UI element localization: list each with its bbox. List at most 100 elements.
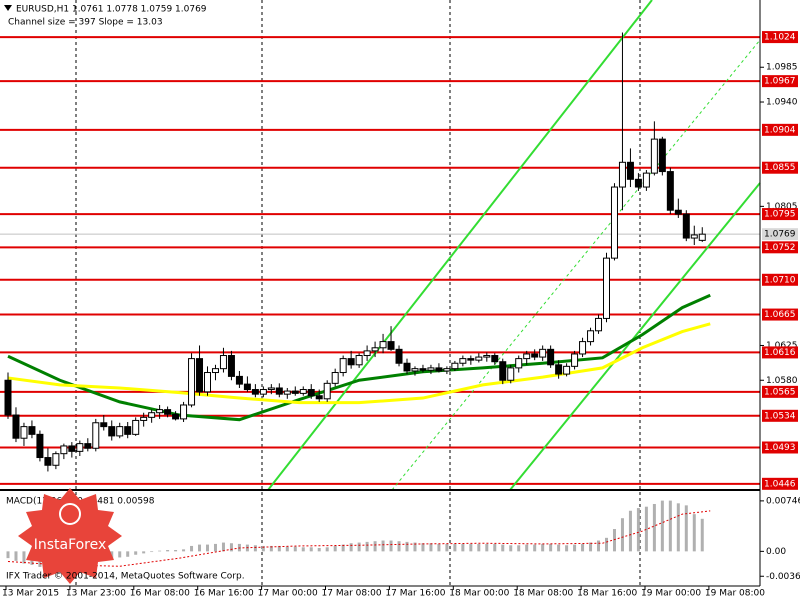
macd-bar <box>589 542 593 552</box>
candle-body <box>275 387 283 395</box>
collapse-icon[interactable] <box>4 5 12 11</box>
candle-body <box>307 389 315 397</box>
candle-body <box>323 382 331 400</box>
macd-bar <box>301 547 305 552</box>
candle-body <box>60 445 68 455</box>
candle-body <box>180 404 188 420</box>
candle-body <box>451 362 459 370</box>
candle-body <box>140 416 148 421</box>
macd-bar <box>501 544 505 552</box>
macd-bar <box>477 543 481 552</box>
plot <box>4 32 711 570</box>
candle-body <box>427 367 435 371</box>
candle-body <box>690 234 698 239</box>
level-tag <box>762 31 798 44</box>
candle-body <box>475 356 483 361</box>
macd-bar <box>221 542 225 552</box>
macd-bar <box>581 543 585 552</box>
macd-bar <box>341 544 345 552</box>
candle-body <box>650 138 658 174</box>
level-label: 1.0710 <box>764 275 796 285</box>
macd-bar <box>333 545 337 552</box>
vertical-grid <box>75 0 641 586</box>
level-label: 1.0493 <box>764 443 796 453</box>
macd-bar <box>381 540 385 552</box>
candle-body <box>531 353 539 358</box>
symbol-header: EURUSD,H1 1.0761 1.0778 1.0759 1.0769 <box>16 5 207 15</box>
candle-body <box>499 361 507 381</box>
candle-body <box>188 358 196 406</box>
candle-body <box>443 368 451 372</box>
candle-body <box>84 443 92 449</box>
channel-line <box>509 182 761 491</box>
channel-line <box>267 0 653 491</box>
macd-bar <box>549 543 553 552</box>
macd-bar <box>365 541 369 552</box>
macd-bar <box>150 551 154 553</box>
candle-body <box>419 368 427 371</box>
x-tick-label: 13 Mar 2015 <box>2 589 59 599</box>
level-label: 1.0855 <box>764 163 796 173</box>
macd-bar <box>445 543 449 552</box>
candle-body <box>379 341 387 349</box>
candle-body <box>674 209 682 215</box>
logo-text: InstaForex <box>34 537 107 553</box>
candle-body <box>587 330 595 343</box>
macd-bar <box>269 545 273 552</box>
candle-body <box>164 409 172 415</box>
macd-bar <box>644 506 648 552</box>
candle-body <box>610 186 618 259</box>
macd-bar <box>493 543 497 552</box>
candle-body <box>698 233 706 241</box>
candle-body <box>634 178 642 188</box>
macd-bar <box>573 544 577 552</box>
candle-body <box>347 358 355 366</box>
candle-body <box>523 353 531 360</box>
macd-bar <box>174 550 178 552</box>
macd-bar <box>684 505 688 552</box>
macd-bar <box>22 551 26 564</box>
logo-badge <box>18 488 122 584</box>
level-label: 1.1024 <box>764 33 796 43</box>
candle-body <box>299 389 307 394</box>
macd-bar <box>652 503 656 552</box>
macd-bar <box>198 544 202 552</box>
macd-bar <box>453 543 457 552</box>
candle-body <box>571 353 579 367</box>
macd-bar <box>317 547 321 552</box>
candle-body <box>483 355 491 358</box>
candle-body <box>259 389 267 395</box>
macd-bar <box>389 540 393 552</box>
macd-bar <box>158 550 162 552</box>
x-tick-label: 17 Mar 08:00 <box>322 589 382 599</box>
x-tick-label: 19 Mar 00:00 <box>641 589 701 599</box>
candle-body <box>682 213 690 239</box>
macd-bar <box>325 547 329 552</box>
x-tick-label: 19 Mar 08:00 <box>705 589 765 599</box>
macd-bar <box>405 541 409 552</box>
candle-body <box>196 358 204 393</box>
candle-body <box>235 375 243 385</box>
level-label: 1.0967 <box>764 77 796 87</box>
macd-bar <box>413 542 417 552</box>
macd-bar <box>293 546 297 552</box>
level-label: 1.0565 <box>764 387 796 397</box>
current-price-label: 1.0769 <box>764 230 796 240</box>
level-tag <box>762 441 798 454</box>
macd-bar <box>485 543 489 552</box>
macd-bar <box>628 510 632 552</box>
macd-bar <box>541 543 545 552</box>
level-tag <box>762 161 798 174</box>
candle-body <box>355 355 363 366</box>
macd-tick-label: 0.00746 <box>766 496 800 506</box>
macd-tick-label: 0.00 <box>766 547 786 557</box>
macd-bar <box>461 543 465 552</box>
candle-body <box>547 348 555 366</box>
level-label: 1.0904 <box>764 125 796 135</box>
candle-body <box>251 389 259 395</box>
copyright: IFX Trader © 2001-2014, MetaQuotes Softw… <box>6 572 245 582</box>
macd-bar <box>166 550 170 552</box>
candle-body <box>291 390 299 394</box>
candle-body <box>100 422 108 428</box>
x-tick-label: 18 Mar 08:00 <box>513 589 573 599</box>
